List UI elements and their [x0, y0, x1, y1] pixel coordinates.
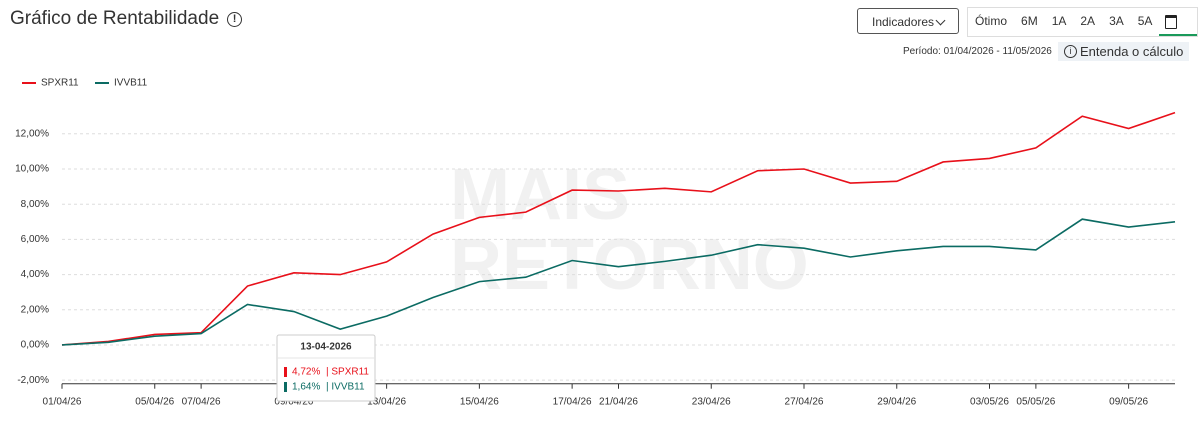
- tooltip-swatch: [284, 367, 287, 377]
- y-tick-label: 12,00%: [15, 128, 49, 139]
- x-tick-label: 21/04/26: [599, 396, 638, 407]
- x-tick-label: 09/05/26: [1109, 396, 1148, 407]
- range-button[interactable]: 2A: [1080, 14, 1096, 28]
- indicators-dropdown[interactable]: Indicadores: [857, 8, 959, 34]
- title-wrap: Gráfico de Rentabilidade!: [10, 8, 243, 30]
- title: Gráfico de Rentabilidade: [10, 8, 220, 29]
- range-button[interactable]: 3A: [1109, 14, 1124, 28]
- x-tick-label: 27/04/26: [785, 396, 824, 407]
- x-tick-label: 09/04/26: [274, 396, 313, 407]
- x-tick-label: 23/04/26: [692, 396, 731, 407]
- x-tick-label: 13/04/26: [367, 396, 406, 407]
- calendar-button[interactable]: [1159, 8, 1198, 36]
- range-buttons: Ótimo 6M 1A 2A 3A 5A: [967, 7, 1199, 37]
- legend-label: IVVB11: [114, 78, 148, 89]
- x-tick-label: 05/04/26: [135, 396, 174, 407]
- tooltip-swatch: [284, 382, 287, 392]
- range-button[interactable]: 1A: [1051, 14, 1067, 28]
- period: Período: 01/04/2026 - 11/05/2026: [903, 46, 1052, 57]
- legend-label: SPXR11: [41, 78, 79, 89]
- range-button[interactable]: 6M: [1021, 14, 1038, 28]
- tooltip-name: | IVVB11: [326, 382, 365, 393]
- y-tick-label: 2,00%: [21, 304, 49, 315]
- explain-button[interactable]: Entenda o cálculo: [1058, 42, 1190, 61]
- x-tick-label: 17/04/26: [553, 396, 592, 407]
- x-tick-label: 01/04/26: [43, 396, 82, 407]
- x-tick-label: 05/05/26: [1016, 396, 1055, 407]
- series-line: [61, 111, 1176, 346]
- tooltip-box: [276, 334, 376, 402]
- y-tick-label: 4,00%: [21, 269, 49, 280]
- x-tick-label: 15/04/26: [460, 396, 499, 407]
- y-tick-label: 6,00%: [21, 234, 49, 245]
- tooltip-title: 13-04-2026: [300, 342, 352, 353]
- tooltip-value: 1,64%: [292, 382, 320, 393]
- range-button[interactable]: 5A: [1137, 14, 1153, 28]
- y-tick-label: -2,00%: [17, 375, 49, 386]
- tooltip-value: 4,72%: [292, 367, 320, 378]
- series-line: [61, 218, 1176, 346]
- x-tick-label: 29/04/26: [877, 396, 916, 407]
- y-tick-label: 10,00%: [15, 164, 49, 175]
- tooltip-name: | SPXR11: [326, 367, 369, 378]
- x-tick-label: 03/05/26: [970, 396, 1009, 407]
- x-tick-label: 07/04/26: [182, 396, 221, 407]
- y-tick-label: 0,00%: [21, 340, 49, 351]
- info-icon[interactable]: !: [227, 12, 243, 27]
- range-button[interactable]: Ótimo: [975, 14, 1008, 28]
- y-tick-label: 8,00%: [21, 199, 49, 210]
- tooltip: 13-04-2026 4,72% | SPXR11 1,64% | IVVB11: [276, 334, 376, 402]
- watermark: MAIS: [450, 155, 630, 235]
